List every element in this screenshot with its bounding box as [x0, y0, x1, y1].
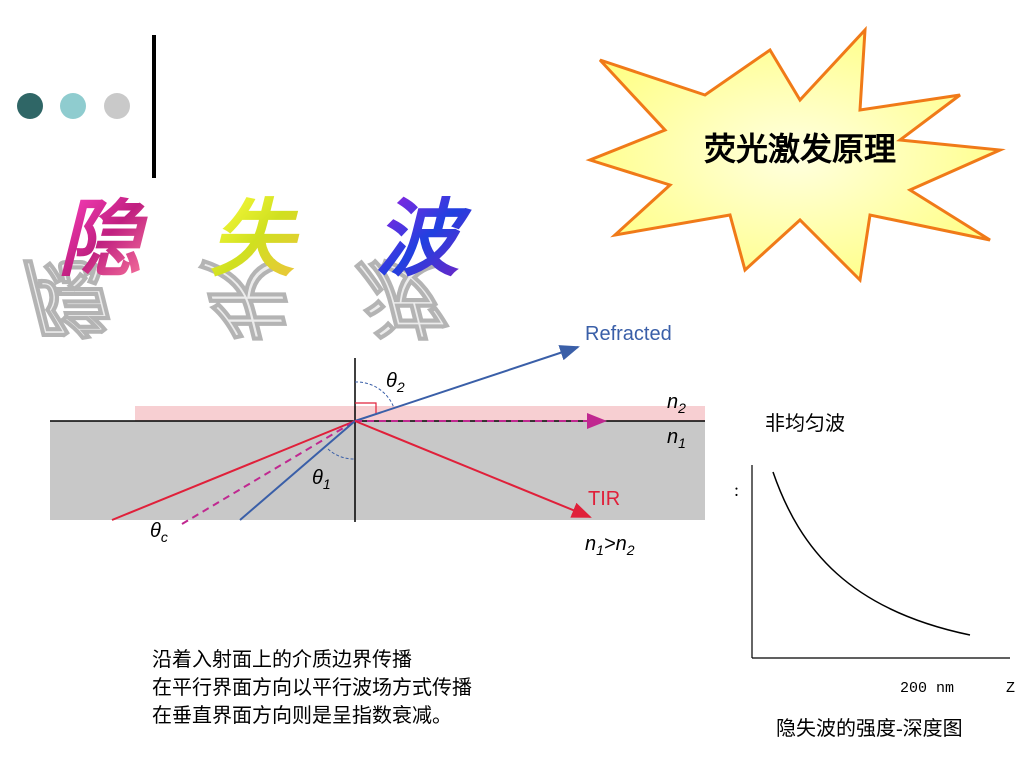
body-line: 在平行界面方向以平行波场方式传播 — [152, 676, 472, 699]
label-condition: n1>n2 — [585, 533, 635, 558]
label-refracted: Refracted — [585, 323, 672, 345]
dot — [104, 93, 130, 119]
dot — [60, 93, 86, 119]
incident-ray — [111, 420, 356, 521]
title-char: 失 — [210, 194, 300, 287]
label-theta2: θ2 — [386, 370, 405, 395]
refracted-ray — [354, 345, 580, 422]
medium-n1 — [50, 421, 705, 520]
body-line: 在垂直界面方向则是呈指数衰减。 — [152, 704, 452, 727]
decay-curve — [772, 471, 971, 636]
right-angle — [355, 402, 377, 414]
graph-axis-label: Z — [1006, 680, 1015, 697]
label-thetac: θc — [150, 520, 168, 545]
incident-ray — [239, 420, 356, 521]
star-burst — [585, 25, 1006, 284]
title-shadow: 波 — [352, 249, 449, 342]
graph-heading: 非均匀波 — [765, 412, 845, 435]
angle-arc — [327, 448, 356, 460]
label-theta1: θ1 — [312, 467, 331, 492]
star-label: 荧光激发原理 — [704, 131, 896, 167]
graph-caption: 隐失波的强度-深度图 — [776, 717, 963, 740]
angle-arc — [354, 381, 395, 409]
dot — [17, 93, 43, 119]
graph-x-label: 200 nm — [900, 680, 954, 697]
body-line: 沿着入射面上的介质边界传播 — [152, 648, 412, 671]
critical-incident — [181, 420, 356, 525]
label-n1: n1 — [667, 426, 686, 451]
medium-n2 — [135, 406, 705, 421]
label-n2: n2 — [667, 391, 686, 416]
graph-mark: : — [734, 480, 739, 500]
title-shadow: 隐 — [20, 249, 110, 342]
title-shadow: 失 — [198, 249, 288, 342]
label-tir: TIR — [588, 488, 620, 510]
title-char: 隐 — [58, 194, 148, 287]
title-char: 波 — [375, 194, 472, 287]
tir-ray — [354, 420, 592, 518]
